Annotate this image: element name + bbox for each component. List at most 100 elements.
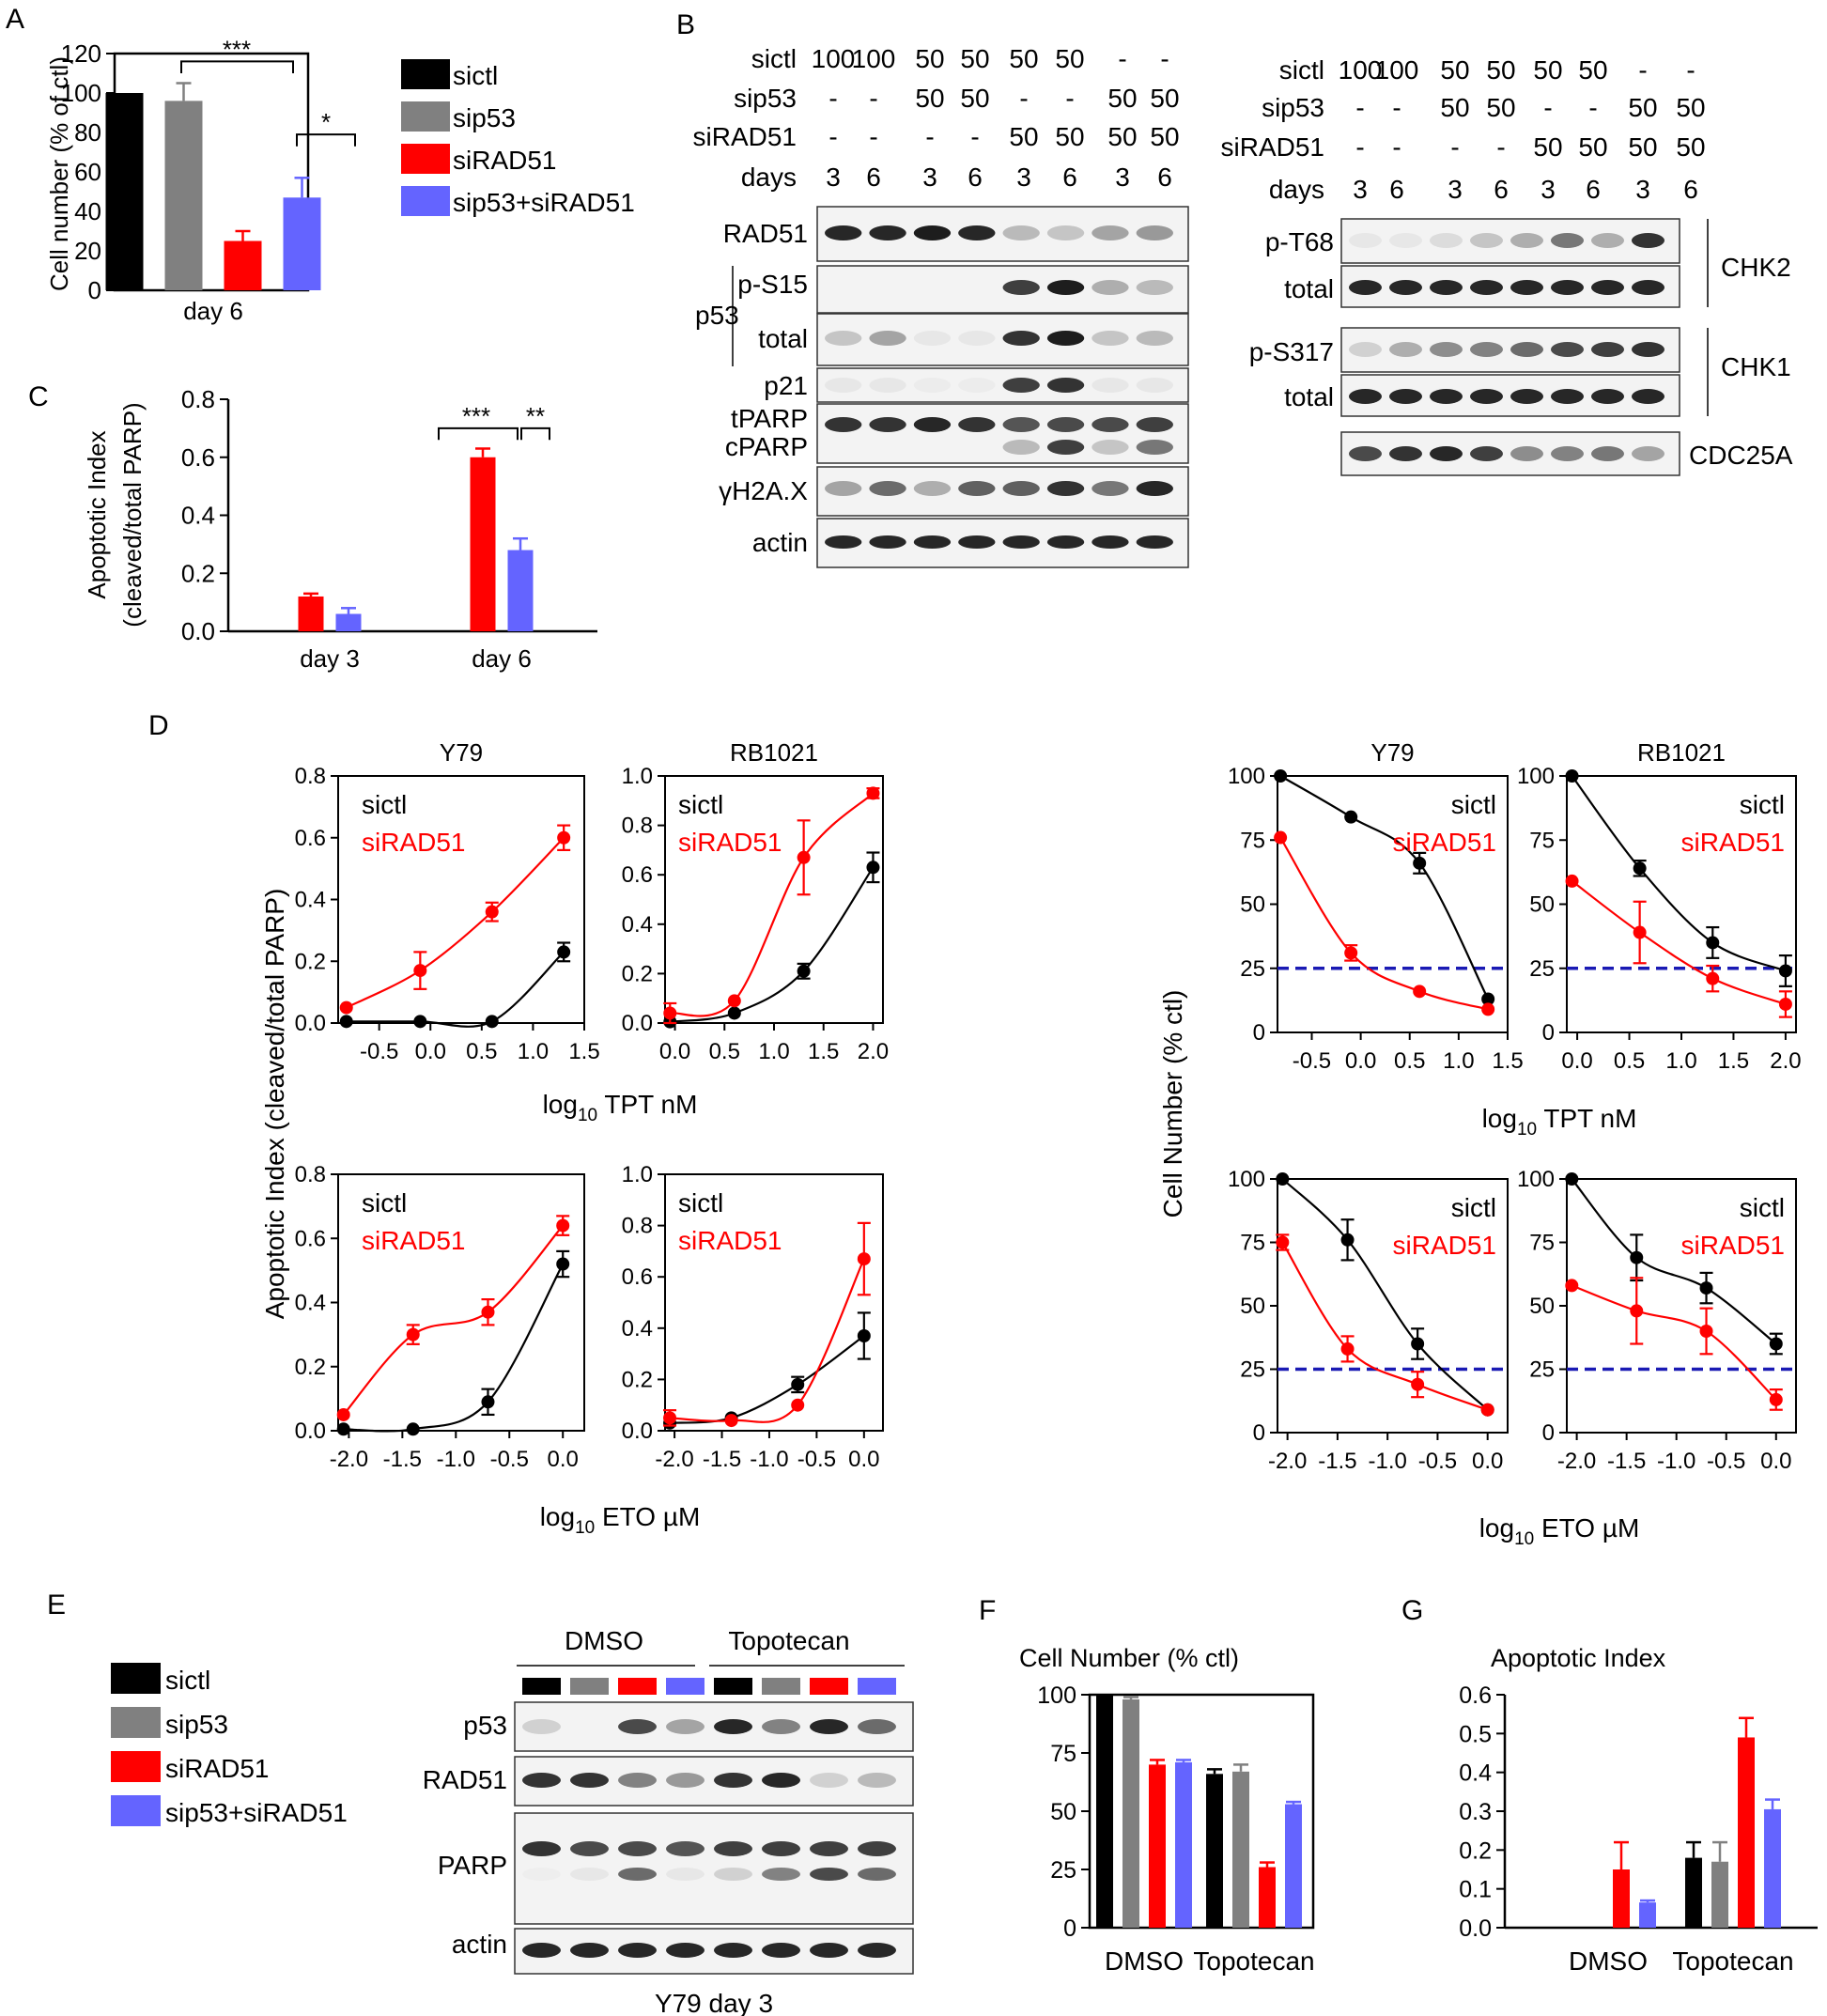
band-CDC25A — [1430, 446, 1463, 461]
band-actin — [1046, 535, 1085, 549]
legend-swatch — [111, 1795, 161, 1826]
band-actin — [522, 1943, 561, 1958]
band-cPARP — [1136, 440, 1173, 455]
condition-value: 3 — [1541, 175, 1556, 204]
data-point-siRAD51 — [727, 994, 741, 1008]
y-tick-label: 75 — [1529, 828, 1555, 853]
band-p-T68 — [1470, 233, 1503, 248]
condition-value: 50 — [960, 44, 989, 73]
band-RAD51 — [618, 1773, 657, 1788]
data-point-siRAD51 — [1411, 1377, 1425, 1391]
condition-value: 50 — [1486, 55, 1515, 85]
band-p53 — [762, 1719, 800, 1734]
y-tick-label: 0.0 — [295, 1011, 326, 1036]
band-actin — [666, 1943, 704, 1958]
x-tick-label: -2.0 — [1268, 1449, 1307, 1474]
bar-sip53 — [1711, 1861, 1728, 1928]
y-tick-label: 0.0 — [622, 1011, 653, 1036]
bar-siRAD51 — [470, 457, 496, 631]
x-tick-label: -2.0 — [655, 1447, 693, 1472]
band-p-S15 — [1002, 280, 1040, 295]
data-point-sictl — [866, 861, 880, 875]
x-tick-label: -2.0 — [1557, 1449, 1596, 1474]
data-point-sictl — [857, 1328, 871, 1342]
band-actin — [913, 535, 952, 549]
y-tick-label: 0.6 — [622, 862, 653, 888]
blot-group-label: Topotecan — [728, 1626, 849, 1655]
y-tick-label: 100 — [1517, 1167, 1555, 1192]
y-tick-label: 60 — [74, 158, 101, 186]
band-p53 — [714, 1719, 752, 1734]
data-point-siRAD51 — [1778, 997, 1792, 1011]
band-tPARP — [1136, 417, 1173, 432]
blot-row-label: total — [1284, 274, 1334, 303]
y-tick-label: 0.8 — [295, 1162, 326, 1187]
band-total2 — [1591, 389, 1624, 404]
band-p-S15 — [1092, 280, 1129, 295]
lane-color-key — [570, 1678, 609, 1695]
blot-group-label: DMSO — [565, 1626, 643, 1655]
bar-siRAD51 — [1738, 1737, 1755, 1928]
y-tick-label: 0.0 — [622, 1419, 653, 1444]
band-γH2A.X — [1092, 481, 1129, 496]
condition-value: 50 — [1578, 55, 1607, 85]
category-label: Topotecan — [1193, 1946, 1314, 1976]
condition-value: 3 — [826, 163, 841, 192]
band-RAD51 — [1136, 225, 1173, 240]
y-tick-label: 25 — [1240, 956, 1265, 982]
y-tick-label: 0 — [88, 276, 101, 304]
y-axis-label: (cleaved/total PARP) — [118, 402, 147, 627]
lane-color-key — [810, 1678, 848, 1695]
band-total2 — [1430, 389, 1463, 404]
chart-title: Y79 — [440, 738, 483, 767]
bar-sip53+siRAD51 — [1764, 1808, 1781, 1928]
band-PARP — [618, 1841, 657, 1856]
y-tick-label: 0 — [1063, 1915, 1076, 1942]
data-point-sictl — [413, 1015, 427, 1029]
band-total2 — [1470, 389, 1503, 404]
sig-bracket — [438, 426, 519, 441]
x-tick-label: 0.0 — [1345, 1048, 1376, 1074]
band-PARP — [858, 1841, 896, 1856]
band-CDC25A — [1591, 446, 1624, 461]
data-point-siRAD51 — [339, 1000, 353, 1015]
fit-curve-siRAD51 — [1571, 880, 1787, 1006]
condition-value: 3 — [1115, 163, 1130, 192]
x-tick-label: -1.0 — [437, 1447, 475, 1472]
condition-value: 3 — [1635, 175, 1650, 204]
condition-label: days — [741, 163, 797, 192]
y-tick-label: 75 — [1529, 1231, 1555, 1256]
legend-swatch — [401, 101, 450, 132]
band-total1 — [1430, 280, 1463, 295]
condition-value: 50 — [960, 84, 989, 113]
x-tick-label: -1.0 — [1657, 1449, 1695, 1474]
data-point-sictl — [1565, 1172, 1579, 1186]
lane-color-key — [522, 1678, 561, 1695]
band-cPARP — [1092, 440, 1129, 455]
data-point-sictl — [1413, 856, 1427, 870]
band-cleaved-PARP — [762, 1868, 800, 1881]
band-p53 — [522, 1719, 561, 1734]
condition-value: 100 — [812, 44, 856, 73]
band-tPARP — [913, 417, 952, 432]
band-total — [913, 331, 952, 346]
band-total — [1002, 331, 1040, 346]
band-cleaved-PARP — [714, 1868, 752, 1881]
y-tick-label: 100 — [1228, 764, 1265, 789]
band-actin — [1002, 535, 1040, 549]
legend-swatch — [401, 186, 450, 216]
legend-siRAD51: siRAD51 — [1681, 1231, 1785, 1260]
band-p53 — [810, 1719, 848, 1734]
y-tick-label: 0.8 — [622, 814, 653, 839]
x-tick-label: 0.5 — [709, 1039, 740, 1064]
band-PARP — [714, 1841, 752, 1856]
band-CDC25A — [1349, 446, 1382, 461]
bar-siRAD51 — [1149, 1764, 1166, 1928]
x-tick-label: 2.0 — [1770, 1048, 1801, 1074]
chart-title: RB1021 — [730, 738, 818, 767]
legend-label: sip53+siRAD51 — [165, 1798, 348, 1827]
condition-value: 50 — [1628, 93, 1657, 122]
legend-label: sip53 — [453, 103, 516, 132]
band-p-S317 — [1430, 342, 1463, 357]
category-label: day 3 — [300, 644, 360, 673]
